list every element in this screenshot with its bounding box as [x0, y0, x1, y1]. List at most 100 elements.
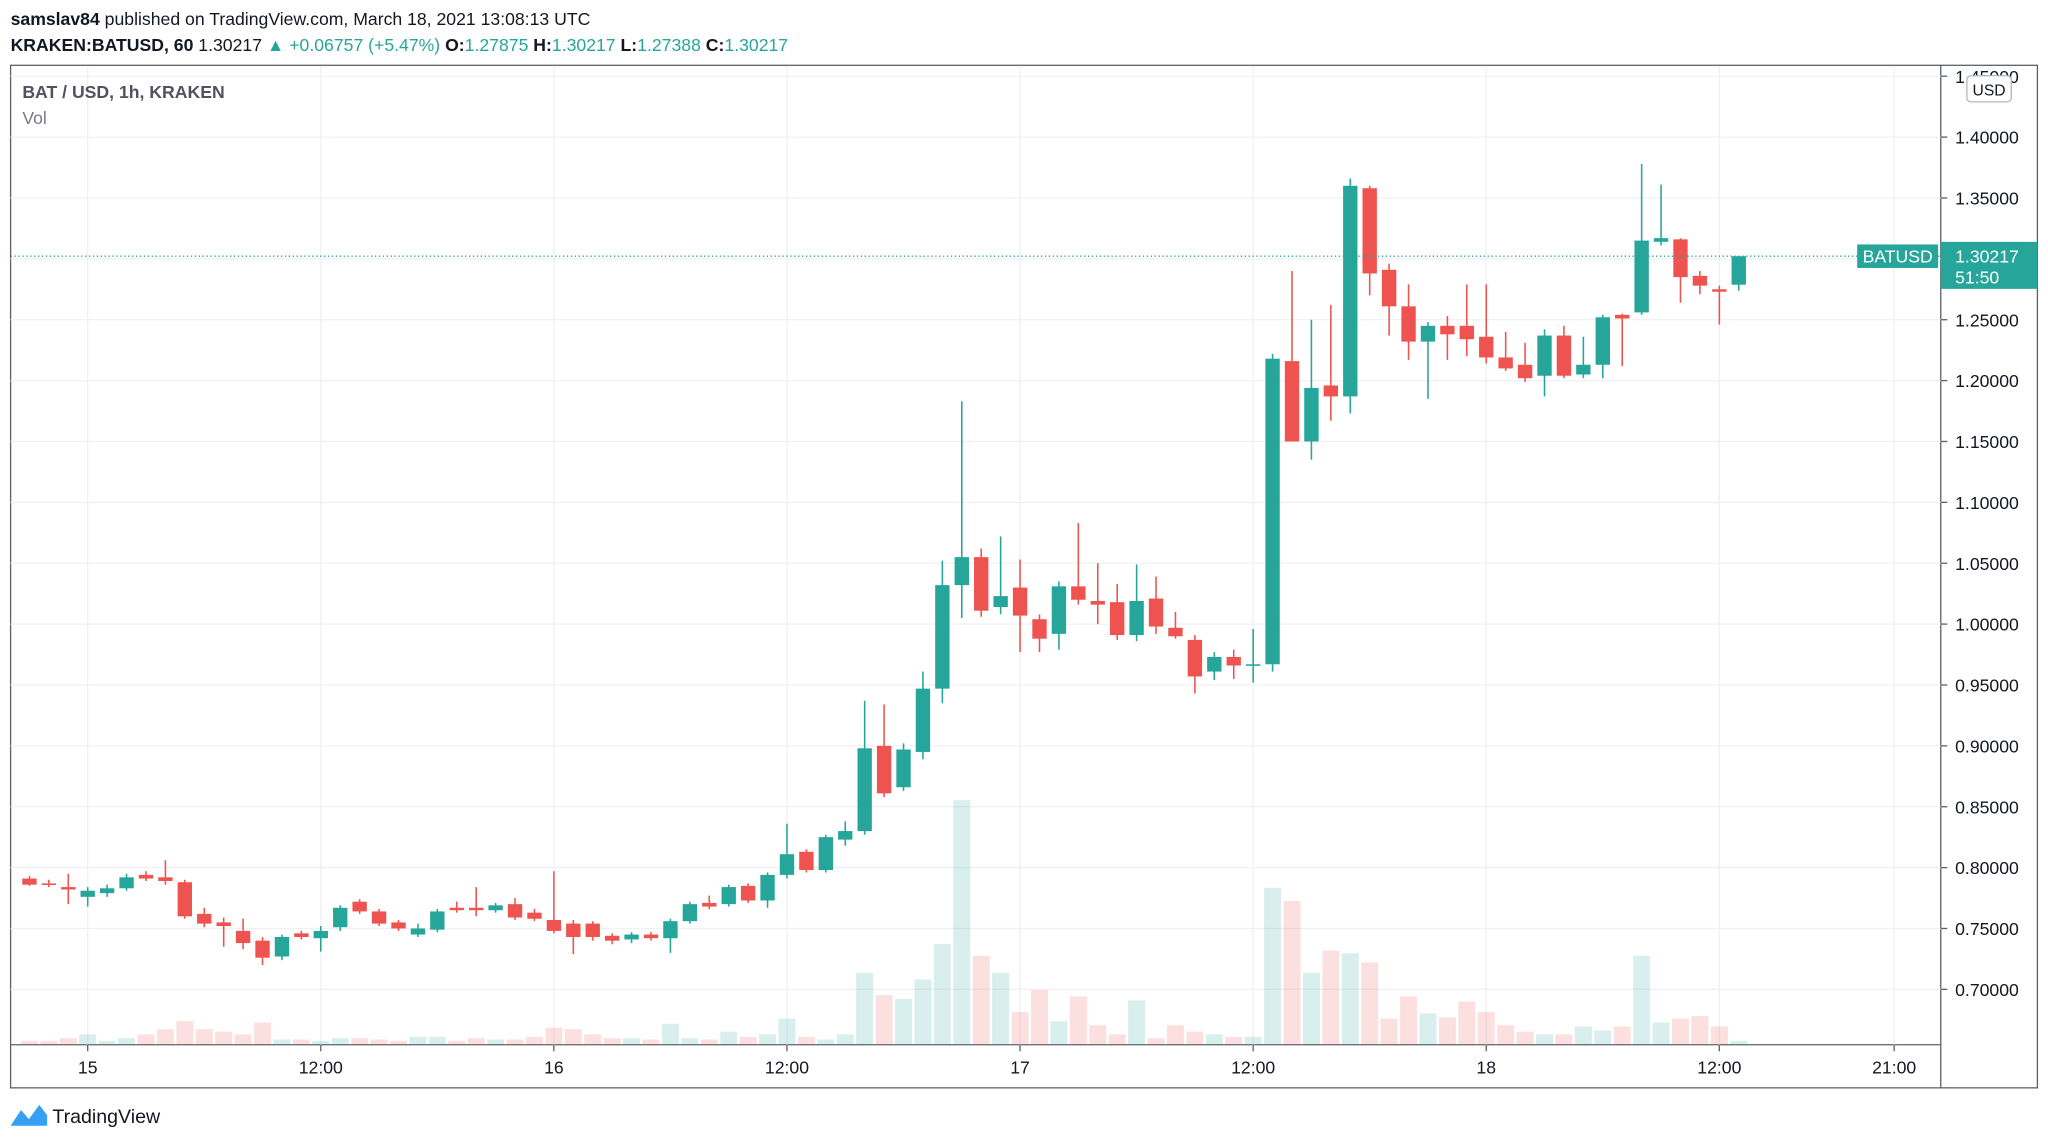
open: 1.27875	[465, 35, 529, 55]
volume-bar	[856, 972, 874, 1045]
volume-bar	[1691, 1015, 1709, 1045]
y-tick-label: 1.35000	[1955, 189, 2019, 209]
candle-body	[566, 923, 581, 937]
candle-body	[177, 882, 193, 917]
y-tick-label: 1.20000	[1955, 371, 2019, 391]
candle-body	[546, 919, 562, 931]
candle-body	[216, 922, 231, 927]
candle-body	[818, 837, 834, 871]
volume-bar	[1613, 1026, 1631, 1045]
candle-body	[1459, 325, 1475, 340]
candle-body	[1479, 336, 1494, 358]
candle-body	[1673, 239, 1688, 278]
volume-bar	[545, 1027, 563, 1045]
candle-body	[1537, 335, 1552, 376]
volume-bar	[720, 1031, 738, 1045]
candle-body	[1168, 627, 1183, 637]
volume-bar	[1089, 1025, 1107, 1045]
volume-bar	[40, 1040, 58, 1045]
x-tick-label: 21:00	[1872, 1057, 1916, 1077]
volume-bar	[875, 995, 893, 1045]
volume-bar	[1497, 1025, 1515, 1045]
candle-body	[1595, 317, 1610, 365]
candle-body	[760, 874, 775, 901]
candle-body	[1110, 602, 1125, 636]
volume-bar	[118, 1038, 136, 1045]
volume-bar	[1477, 1012, 1495, 1045]
candle-body	[119, 877, 134, 889]
volume-bar	[1031, 989, 1048, 1045]
volume-bar	[351, 1038, 369, 1045]
volume-bar	[661, 1023, 679, 1045]
candle-body	[488, 905, 503, 911]
volume-bar	[467, 1038, 485, 1045]
volume-bar	[642, 1039, 660, 1045]
volume-bar	[1536, 1034, 1554, 1045]
candle-body	[371, 911, 387, 924]
candle-body	[1187, 639, 1203, 677]
volume-bar	[234, 1034, 252, 1045]
candle-body	[896, 749, 911, 788]
x-tick-label: 12:00	[299, 1057, 343, 1077]
y-tick-label: 0.80000	[1955, 858, 2019, 878]
logo	[10, 1104, 48, 1126]
y-tick-label: 1.25000	[1955, 310, 2019, 330]
y-tick-label: 1.40000	[1955, 128, 2019, 148]
last-price: 1.30217	[1955, 247, 2019, 267]
candle-body	[80, 890, 95, 897]
candle-body	[1207, 656, 1222, 672]
candle-body	[1712, 289, 1727, 292]
volume-bar	[797, 1036, 815, 1045]
volume-bar	[292, 1039, 310, 1045]
volume-bar	[681, 1038, 699, 1045]
candle-body	[527, 912, 542, 919]
volume-bar	[1011, 1012, 1029, 1045]
volume-bar	[1652, 1022, 1670, 1045]
candle-body	[1362, 188, 1377, 274]
y-tick-label: 1.00000	[1955, 615, 2019, 635]
y-tick-label: 0.70000	[1955, 980, 2019, 1000]
candle-body	[954, 557, 969, 586]
candle-body	[702, 902, 717, 907]
candle-body	[1615, 314, 1630, 319]
candle-body	[235, 930, 251, 944]
chart-title: BAT / USD, 1h, KRAKEN	[22, 82, 224, 102]
candle-body	[410, 928, 426, 935]
grid	[10, 66, 1941, 1045]
volume-bar	[836, 1034, 854, 1045]
volume-bar	[914, 979, 932, 1045]
volume-bar	[506, 1039, 524, 1045]
x-tick-label: 16	[544, 1057, 564, 1077]
candle-body	[1634, 240, 1649, 313]
volume-bar	[59, 1038, 77, 1045]
author: samslav84	[11, 9, 100, 29]
candle-body	[274, 936, 290, 957]
volume-bar	[1438, 1017, 1456, 1045]
volume-bar	[331, 1038, 349, 1045]
candle-body	[1401, 306, 1416, 342]
candle-body	[1381, 269, 1397, 307]
volume-bar	[428, 1036, 446, 1045]
published: published on TradingView.com, March 18, …	[105, 9, 591, 29]
volume-bar	[1555, 1034, 1573, 1045]
volume-bar	[1671, 1018, 1689, 1045]
volume-bar	[603, 1038, 621, 1045]
x-tick-label: 12:00	[765, 1057, 809, 1077]
candle-body	[799, 851, 814, 871]
close: 1.30217	[724, 35, 788, 55]
candle-body	[1090, 600, 1105, 605]
volume-bar	[759, 1034, 777, 1045]
candle-body	[682, 904, 698, 922]
volume-layer	[20, 800, 1748, 1045]
x-tick-label: 12:00	[1697, 1057, 1741, 1077]
candle-body	[61, 887, 76, 890]
volume-bar	[448, 1040, 466, 1045]
currency-label[interactable]: USD	[1973, 82, 2006, 99]
volume-bar	[1458, 1001, 1476, 1045]
candle-body	[294, 933, 309, 937]
currency-button[interactable]	[1966, 75, 2012, 103]
x-tick-label: 18	[1476, 1057, 1496, 1077]
volume-bar	[1225, 1036, 1243, 1045]
candle-body	[1576, 364, 1591, 375]
volume-bar	[215, 1031, 233, 1045]
